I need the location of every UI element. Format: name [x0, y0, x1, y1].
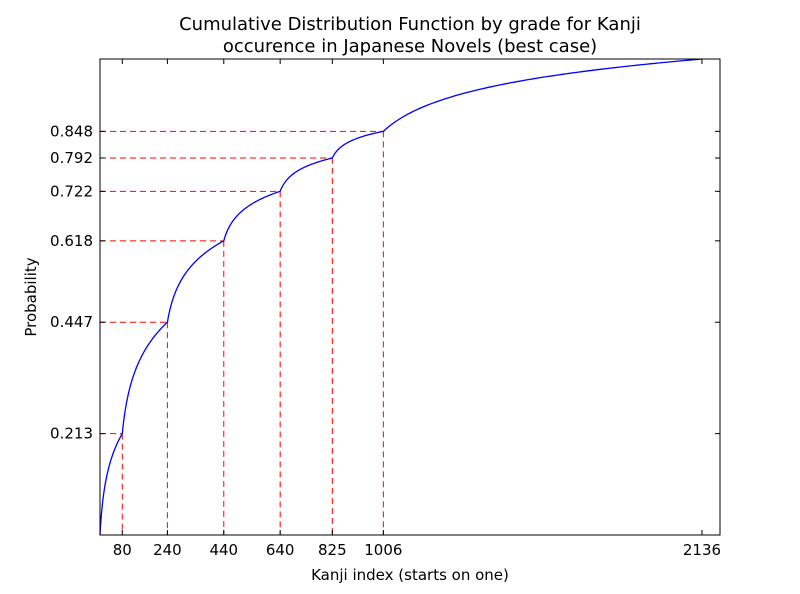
y-axis-label: Probability	[22, 257, 40, 336]
y-tick-label-1: 0.447	[50, 313, 93, 331]
chart-title-line-1: Cumulative Distribution Function by grad…	[179, 14, 641, 35]
chart-title-line-2: occurence in Japanese Novels (best case)	[223, 36, 597, 57]
x-tick-label-3: 640	[266, 541, 295, 559]
x-tick-label-0: 80	[113, 541, 132, 559]
y-tick-label-0: 0.213	[50, 425, 93, 443]
x-axis-label: Kanji index (starts on one)	[311, 566, 509, 584]
y-tick-label-4: 0.792	[50, 149, 93, 167]
x-tick-label-6: 2136	[683, 541, 721, 559]
x-tick-label-2: 440	[209, 541, 238, 559]
y-tick-label-3: 0.722	[50, 182, 93, 200]
plot-frame	[99, 58, 721, 536]
x-tick-label-5: 1006	[364, 541, 402, 559]
x-tick-label-4: 825	[318, 541, 347, 559]
y-tick-label-5: 0.848	[50, 122, 93, 140]
x-tick-label-1: 240	[153, 541, 182, 559]
y-tick-label-2: 0.618	[50, 232, 93, 250]
cdf-curve	[99, 58, 703, 536]
